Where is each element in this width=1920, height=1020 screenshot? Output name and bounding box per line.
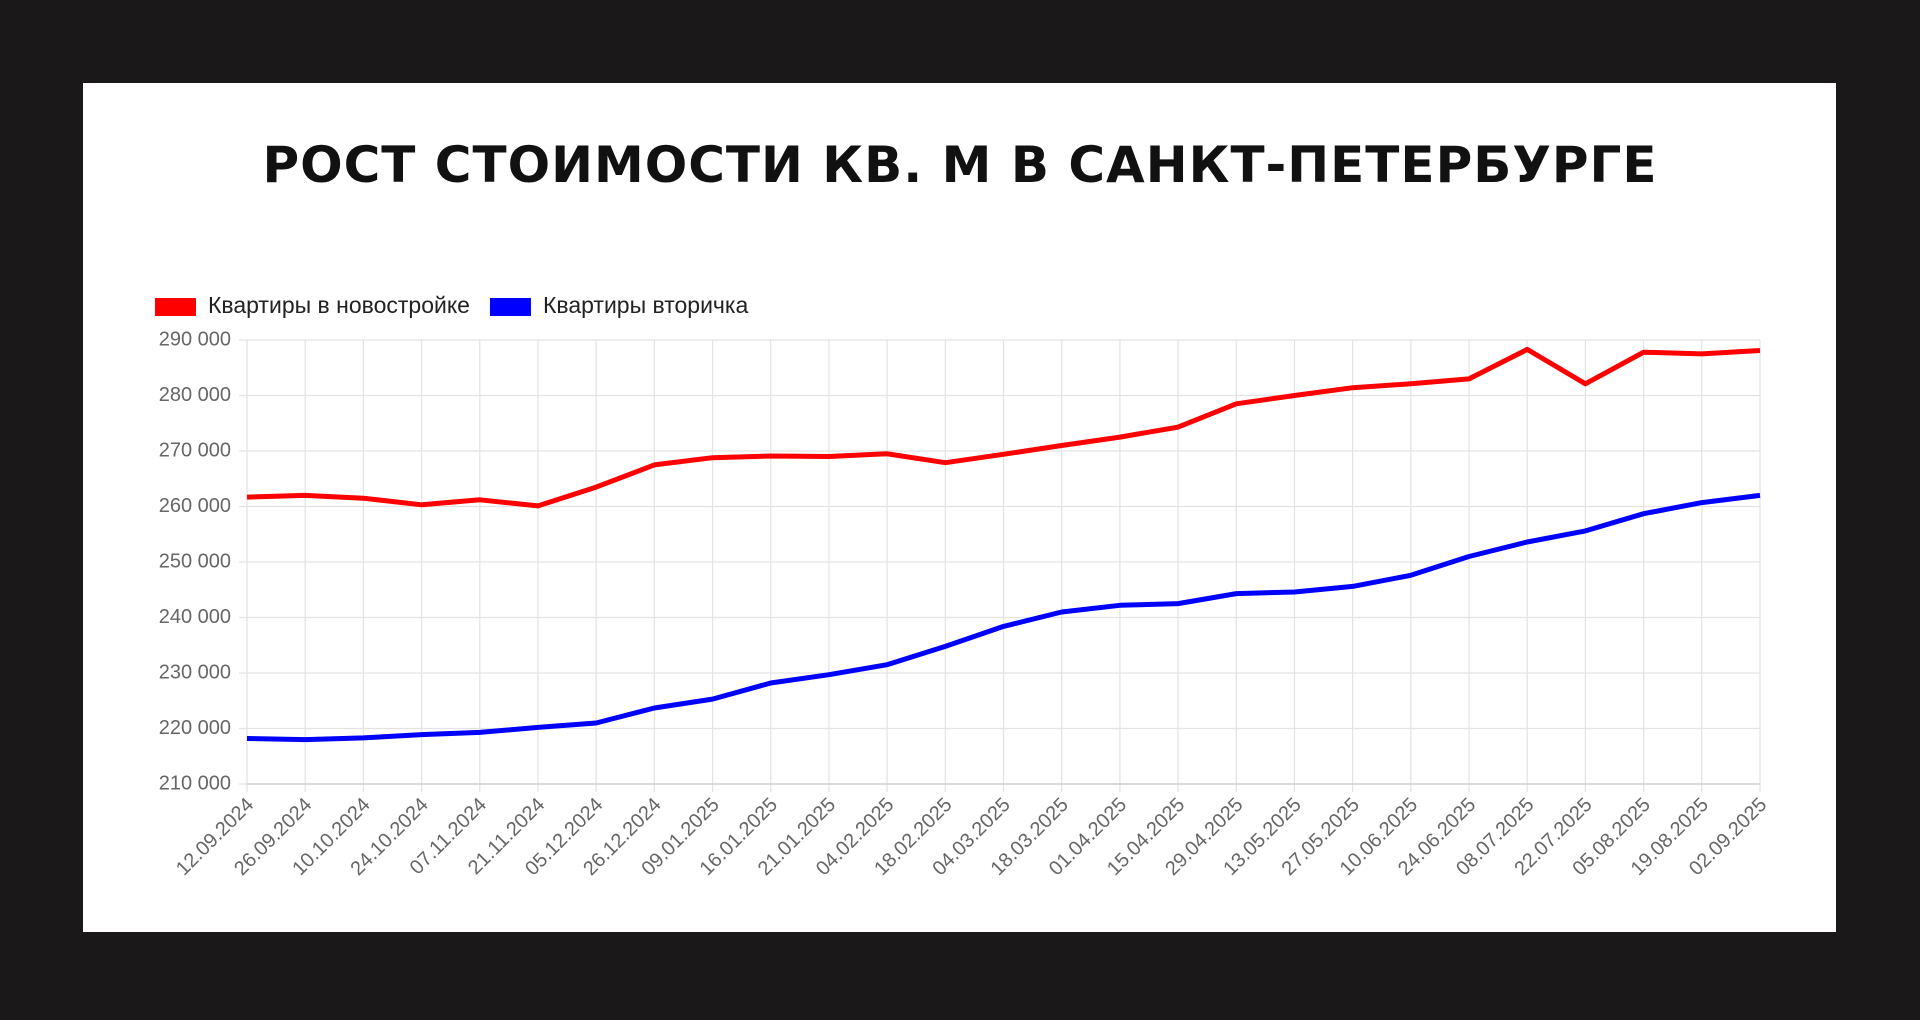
y-tick-label: 290 000 [159, 328, 231, 350]
y-tick-label: 240 000 [159, 606, 231, 628]
y-tick-label: 210 000 [159, 772, 231, 794]
card [83, 83, 1836, 932]
legend-label: Квартиры в новостройке [208, 292, 470, 318]
y-tick-label: 270 000 [159, 439, 231, 461]
legend-label: Квартиры вторичка [543, 292, 749, 318]
legend-swatch [155, 298, 196, 316]
chart-title: РОСТ СТОИМОСТИ КВ. М В САНКТ-ПЕТЕРБУРГЕ [262, 136, 1657, 194]
data-line [246, 492, 1761, 743]
data-line [246, 346, 1761, 509]
y-tick-label: 280 000 [159, 384, 231, 406]
y-tick-label: 260 000 [159, 495, 231, 517]
y-tick-label: 220 000 [159, 717, 231, 739]
y-tick-label: 230 000 [159, 661, 231, 683]
legend-swatch [489, 298, 531, 316]
y-tick-label: 250 000 [159, 550, 231, 572]
